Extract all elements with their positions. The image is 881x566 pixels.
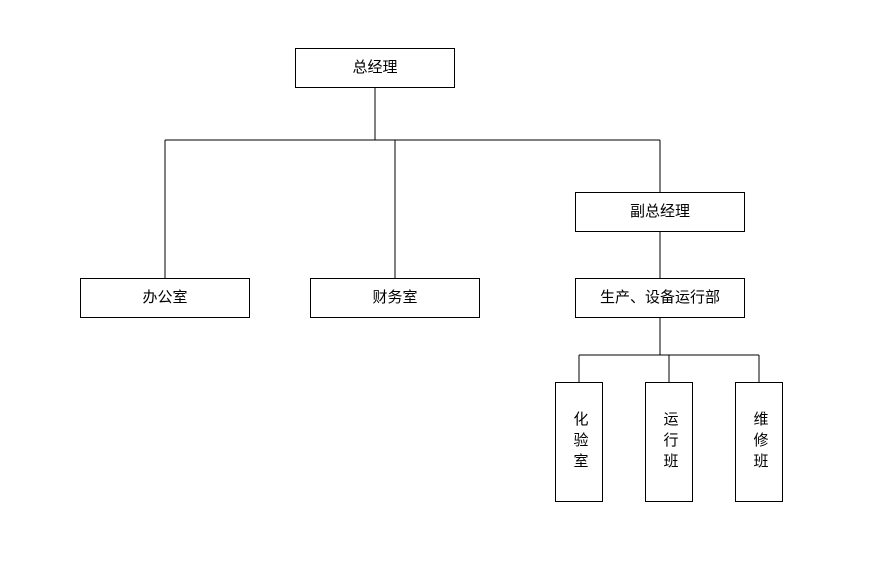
node-team1: 化验室	[555, 382, 603, 502]
node-dept1-label: 办公室	[142, 288, 187, 309]
node-root-label: 总经理	[352, 58, 397, 79]
node-team3: 维修班	[735, 382, 783, 502]
node-team3-label: 维修班	[749, 411, 770, 474]
node-team1-label: 化验室	[569, 411, 590, 474]
node-dept1: 办公室	[80, 278, 250, 318]
node-dept2-label: 财务室	[372, 288, 417, 309]
node-deputy-label: 副总经理	[630, 202, 690, 223]
node-deputy: 副总经理	[575, 192, 745, 232]
node-dept3: 生产、设备运行部	[575, 278, 745, 318]
node-team2-label: 运行班	[659, 411, 680, 474]
node-dept3-label: 生产、设备运行部	[600, 288, 720, 309]
node-dept2: 财务室	[310, 278, 480, 318]
node-team2: 运行班	[645, 382, 693, 502]
node-root: 总经理	[295, 48, 455, 88]
